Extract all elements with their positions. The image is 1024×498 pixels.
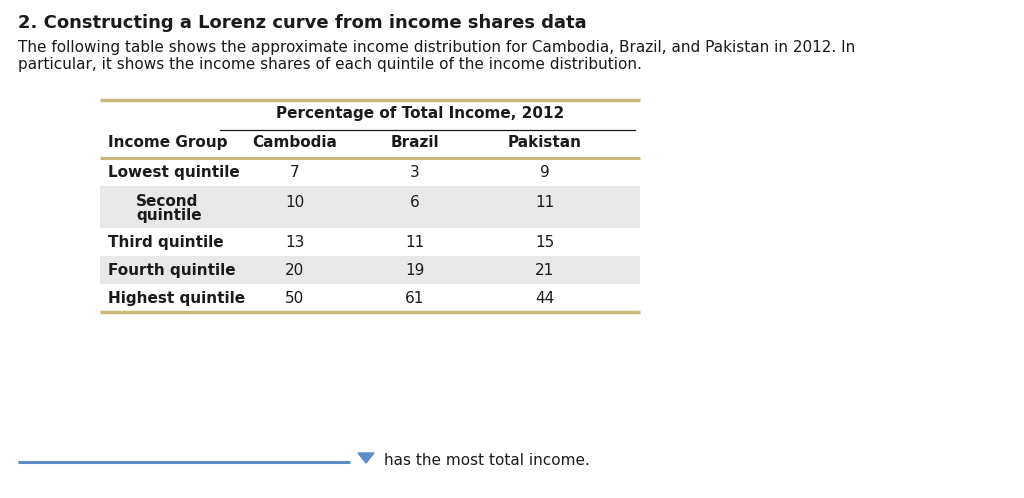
Text: 3: 3 — [411, 165, 420, 180]
Text: Income Group: Income Group — [108, 135, 227, 150]
Text: 13: 13 — [286, 235, 305, 250]
Text: quintile: quintile — [136, 208, 202, 223]
Text: Percentage of Total Income, 2012: Percentage of Total Income, 2012 — [275, 106, 564, 121]
Text: 50: 50 — [286, 291, 304, 306]
Text: has the most total income.: has the most total income. — [384, 453, 590, 468]
Bar — [100, 186, 640, 228]
Text: 21: 21 — [536, 263, 555, 278]
Text: Highest quintile: Highest quintile — [108, 291, 245, 306]
Polygon shape — [358, 453, 374, 463]
Text: Third quintile: Third quintile — [108, 235, 223, 250]
Text: Pakistan: Pakistan — [508, 135, 582, 150]
Text: 6: 6 — [411, 195, 420, 210]
Text: 11: 11 — [536, 195, 555, 210]
Text: Second: Second — [136, 194, 199, 209]
Text: 7: 7 — [290, 165, 300, 180]
Text: 61: 61 — [406, 291, 425, 306]
Bar — [100, 256, 640, 284]
Text: Lowest quintile: Lowest quintile — [108, 165, 240, 180]
Text: 15: 15 — [536, 235, 555, 250]
Text: 10: 10 — [286, 195, 304, 210]
Text: 9: 9 — [540, 165, 550, 180]
Text: 11: 11 — [406, 235, 425, 250]
Text: Fourth quintile: Fourth quintile — [108, 263, 236, 278]
Text: Brazil: Brazil — [391, 135, 439, 150]
Text: 19: 19 — [406, 263, 425, 278]
Text: The following table shows the approximate income distribution for Cambodia, Braz: The following table shows the approximat… — [18, 40, 855, 55]
Text: 2. Constructing a Lorenz curve from income shares data: 2. Constructing a Lorenz curve from inco… — [18, 14, 587, 32]
Text: particular, it shows the income shares of each quintile of the income distributi: particular, it shows the income shares o… — [18, 57, 642, 72]
Text: 44: 44 — [536, 291, 555, 306]
Text: Cambodia: Cambodia — [253, 135, 338, 150]
Text: 20: 20 — [286, 263, 304, 278]
